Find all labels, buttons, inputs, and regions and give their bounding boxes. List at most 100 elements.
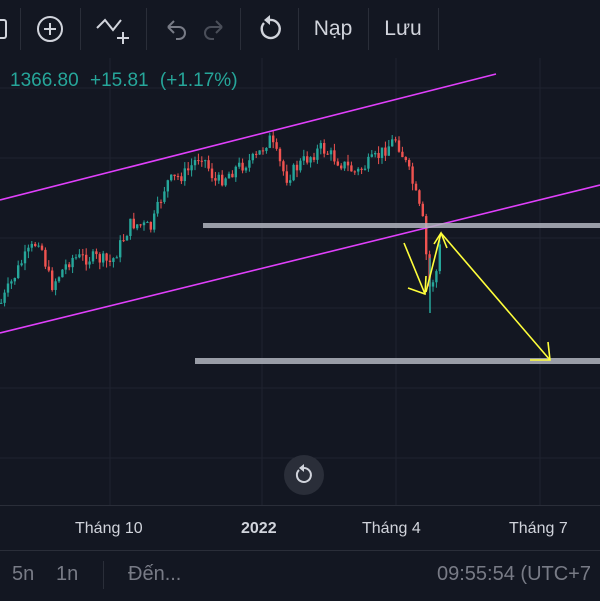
plus-circle-icon[interactable] (22, 0, 78, 58)
candle-body (231, 173, 234, 178)
candle-body (319, 143, 322, 149)
candle-body (258, 150, 261, 155)
candle-body (214, 178, 217, 181)
candle-body (251, 153, 254, 161)
candle-body (210, 168, 214, 179)
candle-body (54, 281, 57, 290)
candle-body (132, 218, 135, 229)
candle-body (414, 183, 418, 191)
save-button[interactable]: Lưu (384, 17, 422, 40)
candle-body (224, 178, 227, 186)
candle-body (10, 281, 13, 284)
candle-body (401, 151, 404, 158)
candle-body (125, 236, 129, 241)
scroll-reset-button[interactable] (284, 455, 324, 495)
candle-body (221, 174, 224, 186)
candle-body (391, 139, 394, 147)
candle-body (44, 249, 47, 267)
support-line (203, 223, 600, 228)
candle-body (353, 171, 356, 173)
range-5y-button[interactable]: 5n (12, 563, 35, 585)
candle-body (241, 162, 244, 171)
candle-body (397, 140, 401, 152)
toolbar-divider (368, 8, 369, 50)
bottom-divider (103, 561, 104, 589)
rotate-icon[interactable] (244, 0, 296, 58)
redo-icon[interactable] (194, 0, 238, 58)
candle-body (336, 161, 339, 166)
chart-icon[interactable] (0, 0, 20, 58)
candle-body (187, 168, 190, 171)
candle-body (309, 157, 312, 163)
candle-body (108, 260, 112, 262)
candle-body (312, 157, 316, 160)
candle-body (244, 167, 248, 171)
candle-body (37, 245, 40, 247)
channel-lower-line (0, 184, 600, 334)
candle-body (27, 247, 30, 252)
candle-body (278, 148, 282, 162)
candle-body (64, 264, 67, 270)
candle-body (119, 240, 122, 258)
candle-body (411, 166, 414, 184)
candle-body (13, 278, 16, 282)
candle-body (340, 165, 343, 169)
time-axis: Tháng 10 2022 Tháng 4 Tháng 7 (0, 505, 600, 551)
toolbar-divider (20, 8, 21, 50)
candle-body (0, 302, 3, 304)
candle-body (193, 160, 197, 166)
candle-body (217, 174, 220, 181)
candle-body (285, 171, 288, 183)
candle-body (234, 166, 237, 178)
candle-body (408, 160, 411, 167)
toolbar-divider (438, 8, 439, 50)
clock-timezone[interactable]: 09:55:54 (UTC+7 (437, 563, 591, 585)
toolbar-divider (240, 8, 241, 50)
candle-body (34, 243, 37, 246)
candle-body (81, 254, 84, 256)
candle-body (306, 156, 309, 163)
candle-body (173, 174, 176, 177)
candle-body (139, 224, 142, 226)
price-chart[interactable] (0, 58, 600, 505)
candle-body (149, 221, 152, 230)
range-1y-button[interactable]: 1n (56, 563, 79, 585)
candle-body (377, 152, 380, 158)
candle-body (142, 222, 146, 226)
candle-body (47, 266, 50, 271)
candle-body (207, 160, 210, 169)
candle-body (204, 160, 207, 162)
candle-body (350, 165, 353, 172)
candle-body (299, 160, 302, 171)
add-indicator-icon[interactable] (82, 0, 144, 58)
candle-body (105, 253, 108, 261)
grid (0, 58, 600, 505)
candle-body (61, 269, 64, 278)
candle-body (227, 173, 231, 179)
candle-body (435, 271, 438, 283)
candle-body (20, 263, 23, 266)
candle-body (3, 292, 6, 303)
candle-body (238, 162, 241, 167)
candle-body (265, 147, 268, 151)
target-line (195, 358, 600, 364)
load-button[interactable]: Nạp (313, 17, 353, 40)
candle-body (302, 156, 305, 161)
projection-arrows (403, 231, 551, 361)
candle-body (357, 168, 360, 172)
channel-upper-line (0, 73, 497, 201)
candle-body (282, 161, 285, 172)
price-change-pct: (+1.17%) (159, 70, 238, 91)
candle-body (323, 143, 326, 154)
top-toolbar: Nạp Lưu (0, 0, 600, 58)
candle-body (272, 135, 275, 143)
candle-body (159, 201, 163, 203)
candle-body (146, 221, 149, 223)
candle-body (421, 203, 424, 217)
candle-body (289, 180, 292, 183)
goto-date-button[interactable]: Đến... (128, 563, 182, 585)
candles (0, 130, 441, 313)
undo-icon[interactable] (152, 0, 196, 58)
candle-body (333, 150, 336, 162)
candle-body (115, 257, 118, 259)
